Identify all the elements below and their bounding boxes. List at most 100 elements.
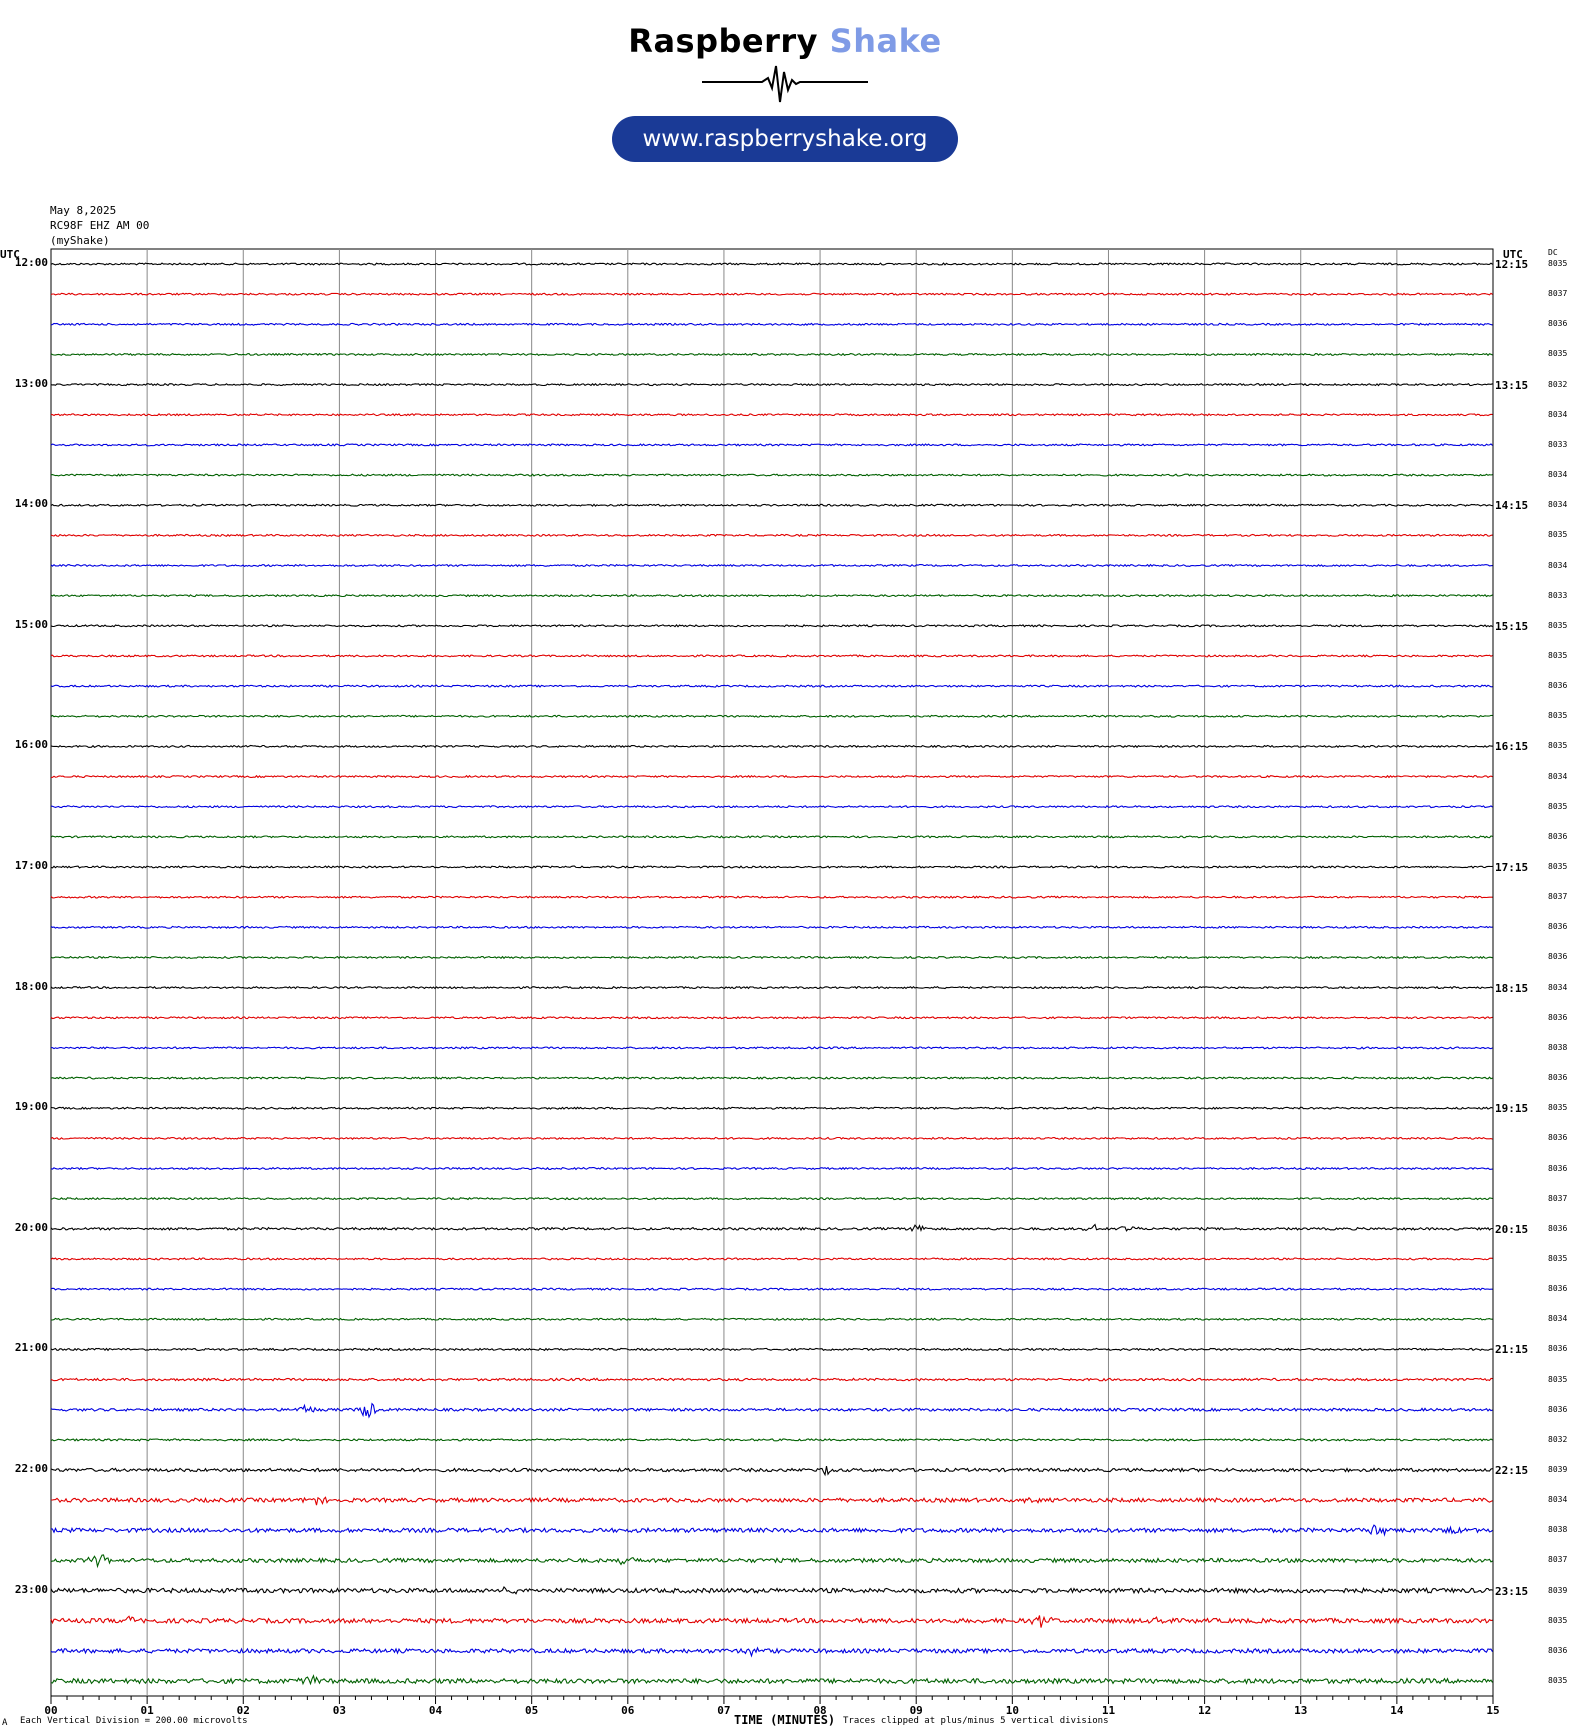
seismic-trace xyxy=(50,1347,1493,1352)
seismic-wave-logo-icon xyxy=(702,65,868,103)
hour-label-right: 21:15 xyxy=(1495,1343,1529,1357)
dc-value: 8039 xyxy=(1548,1465,1568,1474)
dc-value: 8034 xyxy=(1548,500,1568,510)
seismic-trace xyxy=(50,1016,1493,1020)
hour-label-right: 20:15 xyxy=(1495,1222,1529,1236)
seismic-trace xyxy=(50,744,1493,749)
hour-label-right: 23:15 xyxy=(1495,1584,1529,1598)
hour-label-left: 16:00 xyxy=(14,738,48,752)
seismic-trace xyxy=(50,624,1493,628)
logo-brand-part2: Shake xyxy=(829,22,942,60)
seismic-trace xyxy=(50,925,1493,929)
seismic-trace xyxy=(50,322,1493,327)
x-tick-label: 14 xyxy=(1390,1704,1404,1717)
header-source: (myShake) xyxy=(50,234,110,247)
seismic-trace xyxy=(50,1402,1493,1419)
hour-label-right: 19:15 xyxy=(1495,1102,1529,1116)
seismic-trace xyxy=(50,1257,1493,1261)
dc-value: 8035 xyxy=(1548,1103,1568,1113)
dc-value: 8034 xyxy=(1548,470,1568,480)
dc-value: 8033 xyxy=(1548,590,1568,600)
clip-note: Traces clipped at plus/minus 5 vertical … xyxy=(843,1716,1109,1726)
seismic-trace xyxy=(50,292,1493,296)
dc-value: 8035 xyxy=(1548,1676,1568,1686)
seismic-trace xyxy=(50,593,1493,598)
hour-label-right: 12:15 xyxy=(1495,258,1529,271)
hour-label-left: 23:00 xyxy=(14,1582,48,1596)
x-tick-label: 13 xyxy=(1294,1704,1308,1717)
hour-label-right: 13:15 xyxy=(1495,378,1529,392)
dc-value: 8036 xyxy=(1548,681,1568,691)
dc-value: 8036 xyxy=(1548,1133,1568,1143)
seismic-trace xyxy=(50,835,1493,839)
dc-value: 8035 xyxy=(1548,349,1568,359)
seismic-trace xyxy=(50,1196,1493,1201)
logo-title: Raspberry Shake xyxy=(0,22,1570,60)
seismic-trace xyxy=(50,714,1493,718)
seismic-trace xyxy=(50,804,1493,809)
hour-label-left: 14:00 xyxy=(14,497,48,511)
dc-value: 8034 xyxy=(1548,409,1568,419)
dc-value: 8036 xyxy=(1548,952,1568,962)
dc-value: 8039 xyxy=(1548,1585,1568,1595)
hour-label-left: 17:00 xyxy=(14,859,48,872)
corner-mark: A xyxy=(2,1718,8,1728)
website-url-badge[interactable]: www.raspberryshake.org xyxy=(612,116,958,162)
seismic-trace xyxy=(50,1554,1493,1569)
header-date: May 8,2025 xyxy=(50,204,117,217)
x-tick-label: 07 xyxy=(717,1704,731,1717)
dc-value: 8036 xyxy=(1548,1344,1568,1354)
hour-label-right: 18:15 xyxy=(1495,981,1529,995)
dc-value: 8035 xyxy=(1548,620,1568,630)
dc-value: 8037 xyxy=(1548,1555,1568,1565)
seismic-trace xyxy=(50,1106,1493,1110)
header-station: RC98F EHZ AM 00 xyxy=(50,219,150,232)
dc-value: 8036 xyxy=(1548,1223,1568,1233)
seismic-trace xyxy=(50,443,1493,447)
scale-note: Each Vertical Division = 200.00 microvol… xyxy=(20,1716,248,1726)
seismic-trace xyxy=(50,262,1493,266)
seismic-trace xyxy=(50,1615,1493,1628)
dc-value: 8035 xyxy=(1548,530,1568,540)
dc-value: 8035 xyxy=(1548,1615,1568,1625)
seismic-trace xyxy=(50,684,1493,688)
left-utc-label: UTC xyxy=(0,248,20,261)
seismic-trace xyxy=(50,1046,1493,1050)
dc-value: 8032 xyxy=(1548,1434,1568,1444)
dc-value: 8034 xyxy=(1548,1314,1568,1324)
dc-value: 8035 xyxy=(1548,650,1568,660)
x-tick-label: 15 xyxy=(1486,1704,1500,1717)
dc-value: 8036 xyxy=(1548,1404,1568,1414)
dc-value: 8036 xyxy=(1548,1012,1568,1022)
seismic-trace xyxy=(50,1166,1493,1171)
seismic-trace xyxy=(50,895,1493,899)
dc-value: 8036 xyxy=(1548,831,1568,841)
dc-value: 8036 xyxy=(1548,922,1568,932)
trace-layer xyxy=(50,262,1493,1686)
dc-value: 8036 xyxy=(1548,1645,1568,1655)
hour-label-right: 15:15 xyxy=(1495,619,1529,633)
x-tick-label: 09 xyxy=(909,1704,923,1717)
dc-value: 8035 xyxy=(1548,801,1568,811)
seismic-trace xyxy=(50,985,1493,990)
seismic-trace xyxy=(50,1586,1493,1595)
dc-value: 8037 xyxy=(1548,289,1568,299)
dc-value: 8034 xyxy=(1548,982,1568,992)
dc-value: 8034 xyxy=(1548,1495,1568,1505)
seismic-trace xyxy=(50,1465,1493,1477)
seismic-trace xyxy=(50,473,1493,477)
dc-value: 8036 xyxy=(1548,319,1568,329)
dc-value: 8036 xyxy=(1548,1284,1568,1294)
seismic-trace xyxy=(50,413,1493,417)
hour-label-left: 15:00 xyxy=(14,617,48,631)
dc-value: 8037 xyxy=(1548,1193,1568,1203)
plot-frame xyxy=(50,248,1494,1697)
logo-brand-part1: Raspberry xyxy=(628,22,819,60)
dc-value: 8032 xyxy=(1548,379,1568,389)
x-tick-label: 00 xyxy=(44,1704,58,1717)
seismic-trace xyxy=(50,865,1493,869)
seismic-trace xyxy=(50,1223,1493,1232)
seismic-trace xyxy=(50,352,1493,357)
seismic-trace xyxy=(50,1377,1493,1382)
seismic-trace xyxy=(50,563,1493,568)
